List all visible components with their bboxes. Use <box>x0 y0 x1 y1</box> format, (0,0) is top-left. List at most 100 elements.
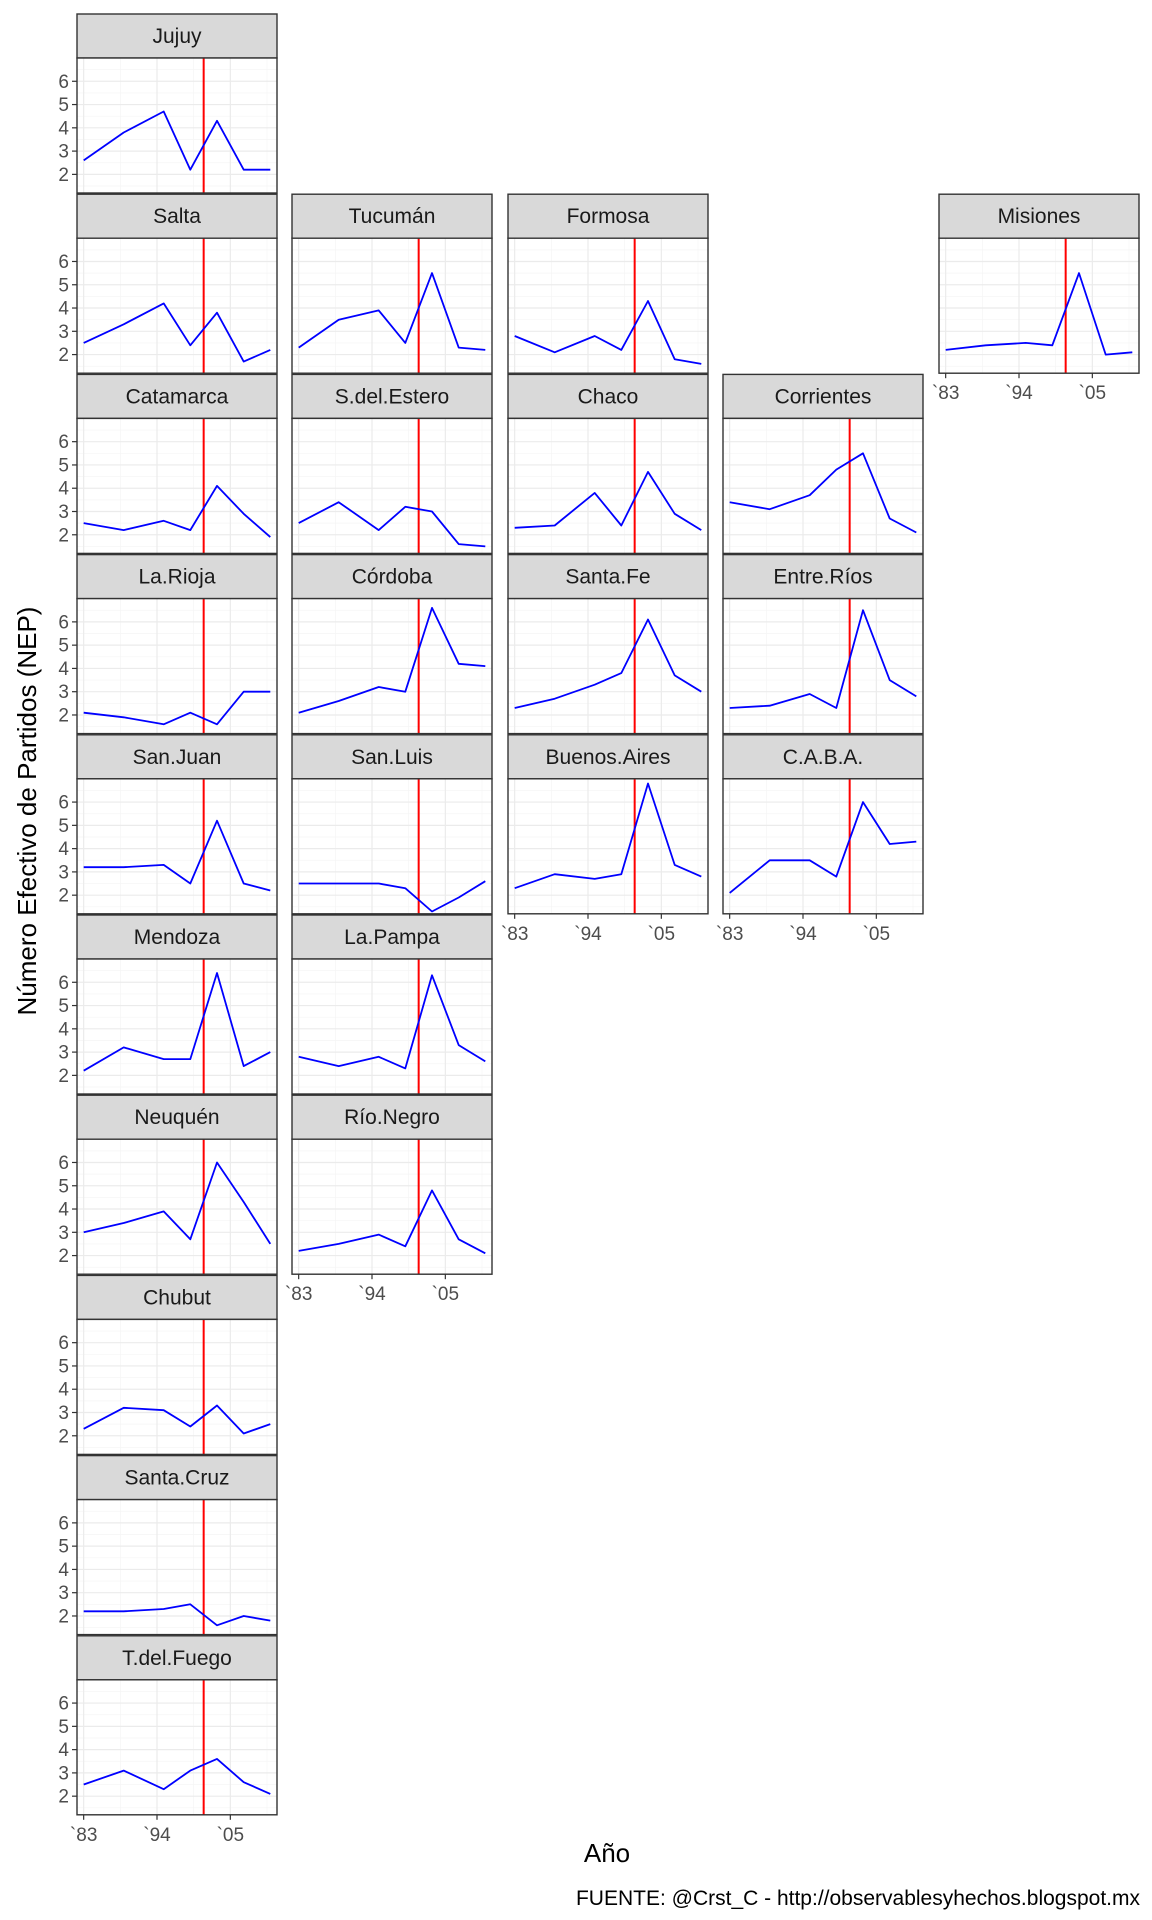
plot-background <box>508 598 708 734</box>
y-tick-label: 5 <box>58 1537 69 1558</box>
y-tick-label: 5 <box>58 275 69 296</box>
plot-background <box>292 598 492 734</box>
y-tick-label: 4 <box>58 659 69 680</box>
facet-panel-chaco: Chaco <box>507 373 709 555</box>
facet-strip <box>722 734 924 780</box>
x-tick-label: `83 <box>285 1284 312 1305</box>
y-tick-label: 6 <box>58 1513 69 1534</box>
facet-strip-label: Santa.Fe <box>565 566 650 589</box>
facet-strip-label: T.del.Fuego <box>122 1647 232 1670</box>
series-line-san-luis <box>298 880 486 913</box>
y-tick-label: 6 <box>58 612 69 633</box>
facet-strip-label: Río.Negro <box>344 1106 440 1129</box>
facet-panel-santa-fe: Santa.Fe <box>507 553 709 735</box>
y-tick-label: 6 <box>58 432 69 453</box>
facet-strip <box>291 193 493 239</box>
panel-border <box>76 958 278 1095</box>
panel-border <box>507 237 709 374</box>
y-tick-label: 4 <box>58 839 69 860</box>
x-tick-label: `05 <box>863 924 890 945</box>
plot-background <box>77 58 277 193</box>
panel-border <box>76 1498 278 1636</box>
facet-strip <box>291 1094 493 1140</box>
series-line-neuquén <box>83 1161 272 1245</box>
facet-panel-mendoza: Mendoza 23 456 <box>58 914 278 1095</box>
y-axis-title: Número Efectivo de Partidos (NEP) <box>12 607 42 1016</box>
facet-strip-label: Mendoza <box>134 926 221 949</box>
facet-strip-label: Entre.Ríos <box>773 566 872 589</box>
facet-strip <box>291 553 493 600</box>
panel-border <box>76 237 278 374</box>
series-line-jujuy <box>83 110 271 171</box>
series-line-santa-fe <box>514 618 702 709</box>
facet-strip-label: Jujuy <box>152 25 202 48</box>
series-line-la-rioja <box>83 690 271 726</box>
facet-panel-salta: Salta 234 56 <box>58 193 278 374</box>
facet-panel-tucumán: Tucumán <box>291 193 493 374</box>
facet-panel-buenos-aires: Buenos.Aires `83 `94 `05 <box>501 734 709 945</box>
x-axis-title: Año <box>584 1838 630 1868</box>
panel-border <box>291 237 493 374</box>
y-tick-label: 5 <box>58 996 69 1017</box>
y-tick-label: 3 <box>58 322 69 343</box>
y-tick-label: 2 <box>58 165 69 186</box>
series-line-corrientes <box>729 452 917 534</box>
plot-background <box>723 598 923 734</box>
y-tick-label: 4 <box>58 1200 69 1221</box>
facet-strip <box>76 1274 278 1321</box>
y-tick-label: 5 <box>58 455 69 476</box>
facet-strip-label: Chubut <box>143 1286 211 1309</box>
plot-background <box>292 238 492 374</box>
x-tick-label: `94 <box>143 1825 171 1846</box>
series-line-córdoba <box>298 607 486 714</box>
facet-strip-label: Chaco <box>578 385 639 408</box>
series-line-mendoza <box>83 972 271 1072</box>
x-tick-label: `05 <box>648 924 675 945</box>
panel-border <box>291 958 493 1095</box>
facet-strip-label: Catamarca <box>126 385 229 408</box>
facet-strip-label: La.Pampa <box>344 926 440 949</box>
facet-panel-c-a-b-a: C.A.B.A. `83 `94 `05 <box>716 734 924 945</box>
facet-strip <box>76 13 278 59</box>
plot-background <box>77 418 277 554</box>
facet-strip-label: San.Luis <box>351 746 433 769</box>
facet-strip-label: Santa.Cruz <box>124 1467 229 1490</box>
panel-border <box>76 1679 278 1816</box>
y-tick-label: 3 <box>58 1763 69 1784</box>
x-tick-label: `94 <box>1005 383 1033 404</box>
panel-border <box>291 417 493 555</box>
y-tick-label: 6 <box>58 1153 69 1174</box>
series-line-tucumán <box>298 272 486 351</box>
y-tick-label: 6 <box>58 252 69 273</box>
facet-strip-label: Misiones <box>998 205 1081 228</box>
facet-strip <box>76 734 278 780</box>
x-tick-label: `83 <box>70 1825 97 1846</box>
panel-border <box>507 778 709 915</box>
facet-strip <box>76 1635 278 1681</box>
panel-border <box>722 778 924 915</box>
plot-background <box>723 418 923 554</box>
facet-panel-río-negro: Río.Negro `83 `94 `05 <box>285 1094 493 1305</box>
y-tick-label: 6 <box>58 793 69 814</box>
y-tick-label: 5 <box>58 1176 69 1197</box>
facet-strip-label: Córdoba <box>352 566 433 589</box>
series-line-río-negro <box>298 1189 486 1255</box>
panel-border <box>722 597 924 735</box>
facet-strip <box>507 373 709 420</box>
y-tick-label: 5 <box>58 95 69 116</box>
y-tick-label: 3 <box>58 862 69 883</box>
series-line-formosa <box>514 300 702 365</box>
plot-background <box>508 238 708 374</box>
y-tick-label: 4 <box>58 1380 69 1401</box>
y-tick-label: 5 <box>58 1717 69 1738</box>
facet-panel-catamarca: Catamarca 234 56 <box>58 373 278 555</box>
y-tick-label: 6 <box>58 1333 69 1354</box>
series-line-santa-cruz <box>83 1603 271 1627</box>
series-line-buenos-aires <box>514 782 702 890</box>
